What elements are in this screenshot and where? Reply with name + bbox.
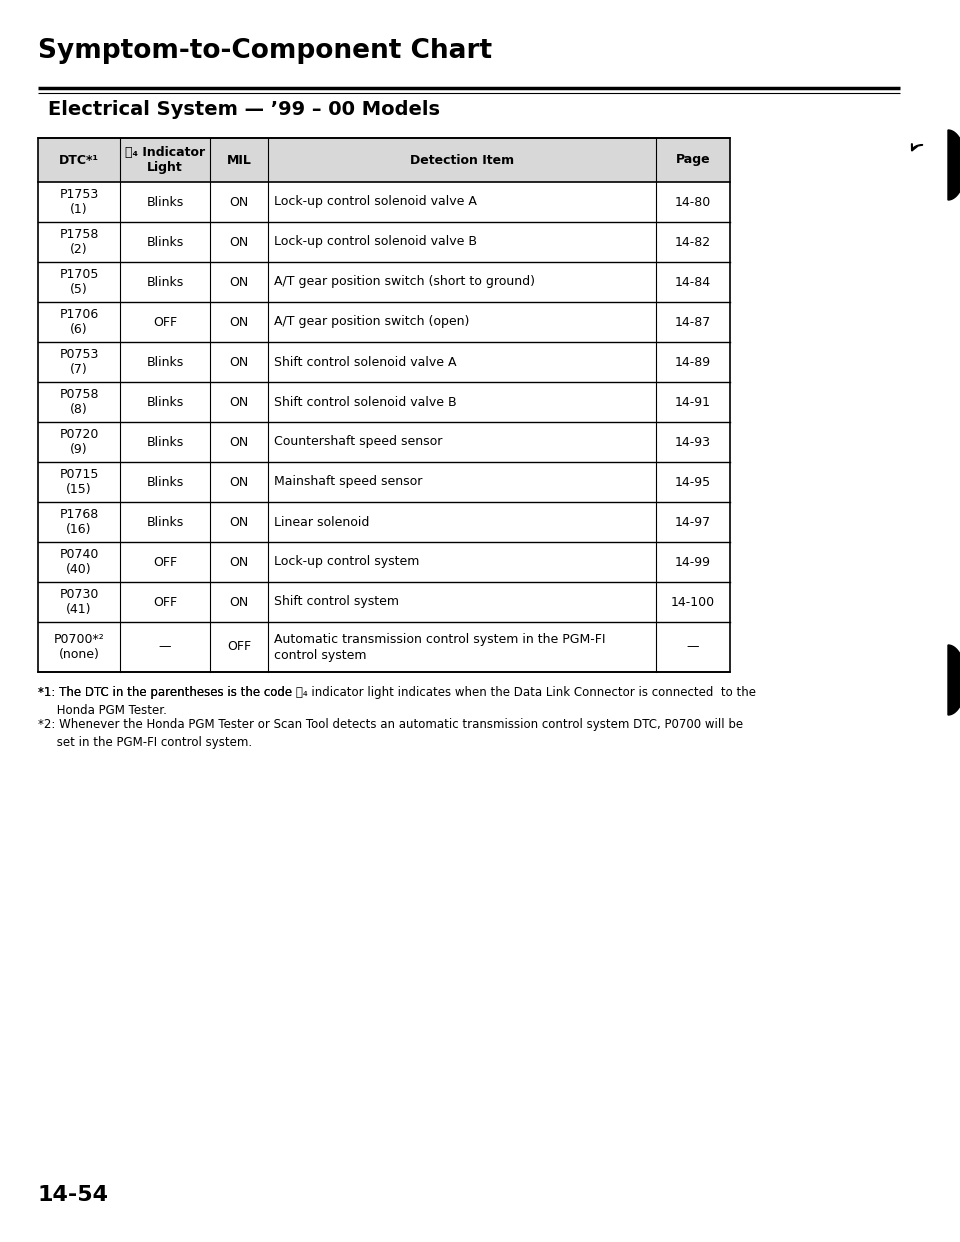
Text: 14-80: 14-80 xyxy=(675,195,711,209)
Text: P0700*²
(none): P0700*² (none) xyxy=(54,633,105,661)
Text: Lock-up control solenoid valve A: Lock-up control solenoid valve A xyxy=(275,195,477,209)
Polygon shape xyxy=(948,645,960,715)
Text: 14-84: 14-84 xyxy=(675,276,710,288)
Text: Lock-up control system: Lock-up control system xyxy=(275,555,420,569)
Text: A/T gear position switch (open): A/T gear position switch (open) xyxy=(275,315,469,328)
Text: P0720
(9): P0720 (9) xyxy=(60,428,99,456)
Text: ON: ON xyxy=(229,515,249,529)
Text: —: — xyxy=(158,641,171,653)
Text: 14-82: 14-82 xyxy=(675,236,710,248)
Text: ON: ON xyxy=(229,476,249,488)
Text: Countershaft speed sensor: Countershaft speed sensor xyxy=(275,436,443,448)
Text: P1768
(16): P1768 (16) xyxy=(60,508,99,537)
Text: 14-100: 14-100 xyxy=(671,595,715,609)
Text: P1753
(1): P1753 (1) xyxy=(60,188,99,216)
Text: P0715
(15): P0715 (15) xyxy=(60,468,99,496)
Text: 14-91: 14-91 xyxy=(675,395,710,409)
Text: 14-97: 14-97 xyxy=(675,515,710,529)
Text: ON: ON xyxy=(229,236,249,248)
Text: Mainshaft speed sensor: Mainshaft speed sensor xyxy=(275,476,422,488)
Text: OFF: OFF xyxy=(227,641,252,653)
Text: 14-93: 14-93 xyxy=(675,436,710,448)
Text: ON: ON xyxy=(229,355,249,369)
Text: OFF: OFF xyxy=(153,595,177,609)
Text: Shift control solenoid valve A: Shift control solenoid valve A xyxy=(275,355,457,369)
Text: ON: ON xyxy=(229,595,249,609)
Text: Blinks: Blinks xyxy=(146,395,183,409)
Text: Electrical System — ’99 – 00 Models: Electrical System — ’99 – 00 Models xyxy=(48,101,440,119)
Text: OFF: OFF xyxy=(153,555,177,569)
Text: MIL: MIL xyxy=(227,154,252,166)
Text: 14-54: 14-54 xyxy=(38,1185,109,1205)
Text: Blinks: Blinks xyxy=(146,276,183,288)
Text: —: — xyxy=(686,641,699,653)
Text: Blinks: Blinks xyxy=(146,355,183,369)
Text: Blinks: Blinks xyxy=(146,436,183,448)
Text: Symptom-to-Component Chart: Symptom-to-Component Chart xyxy=(38,39,492,65)
Text: Page: Page xyxy=(676,154,710,166)
Text: P0730
(41): P0730 (41) xyxy=(60,587,99,616)
Bar xyxy=(38,138,730,183)
Text: ON: ON xyxy=(229,195,249,209)
Text: 14-89: 14-89 xyxy=(675,355,710,369)
Text: P1705
(5): P1705 (5) xyxy=(60,268,99,296)
Text: P0740
(40): P0740 (40) xyxy=(60,548,99,576)
Text: Blinks: Blinks xyxy=(146,515,183,529)
Text: Shift control system: Shift control system xyxy=(275,595,399,609)
Text: Blinks: Blinks xyxy=(146,236,183,248)
Text: DTC*¹: DTC*¹ xyxy=(60,154,99,166)
Text: A/T gear position switch (short to ground): A/T gear position switch (short to groun… xyxy=(275,276,536,288)
Bar xyxy=(38,138,730,672)
Text: *1: The DTC in the parentheses is the code ⓔ₄ indicator light indicates when the: *1: The DTC in the parentheses is the co… xyxy=(38,686,756,717)
Text: ⓓ₄ Indicator
Light: ⓓ₄ Indicator Light xyxy=(125,147,205,174)
Text: Shift control solenoid valve B: Shift control solenoid valve B xyxy=(275,395,457,409)
Text: Lock-up control solenoid valve B: Lock-up control solenoid valve B xyxy=(275,236,477,248)
Text: *2: Whenever the Honda PGM Tester or Scan Tool detects an automatic transmission: *2: Whenever the Honda PGM Tester or Sca… xyxy=(38,718,743,749)
Text: Automatic transmission control system in the PGM-FI
control system: Automatic transmission control system in… xyxy=(275,632,606,662)
Text: Blinks: Blinks xyxy=(146,195,183,209)
Polygon shape xyxy=(948,130,960,200)
Text: 14-87: 14-87 xyxy=(675,315,711,328)
Text: P1758
(2): P1758 (2) xyxy=(60,229,99,256)
Text: ON: ON xyxy=(229,276,249,288)
Text: *1: The DTC in the parentheses is the code: *1: The DTC in the parentheses is the co… xyxy=(38,686,296,699)
Text: ON: ON xyxy=(229,436,249,448)
Text: ON: ON xyxy=(229,315,249,328)
Text: OFF: OFF xyxy=(153,315,177,328)
Text: 14-95: 14-95 xyxy=(675,476,710,488)
Text: 14-99: 14-99 xyxy=(675,555,710,569)
Text: Linear solenoid: Linear solenoid xyxy=(275,515,370,529)
Text: Blinks: Blinks xyxy=(146,476,183,488)
Text: ON: ON xyxy=(229,555,249,569)
Text: P0758
(8): P0758 (8) xyxy=(60,388,99,416)
Text: ON: ON xyxy=(229,395,249,409)
Text: Detection Item: Detection Item xyxy=(410,154,514,166)
Text: P0753
(7): P0753 (7) xyxy=(60,348,99,376)
Text: P1706
(6): P1706 (6) xyxy=(60,308,99,337)
